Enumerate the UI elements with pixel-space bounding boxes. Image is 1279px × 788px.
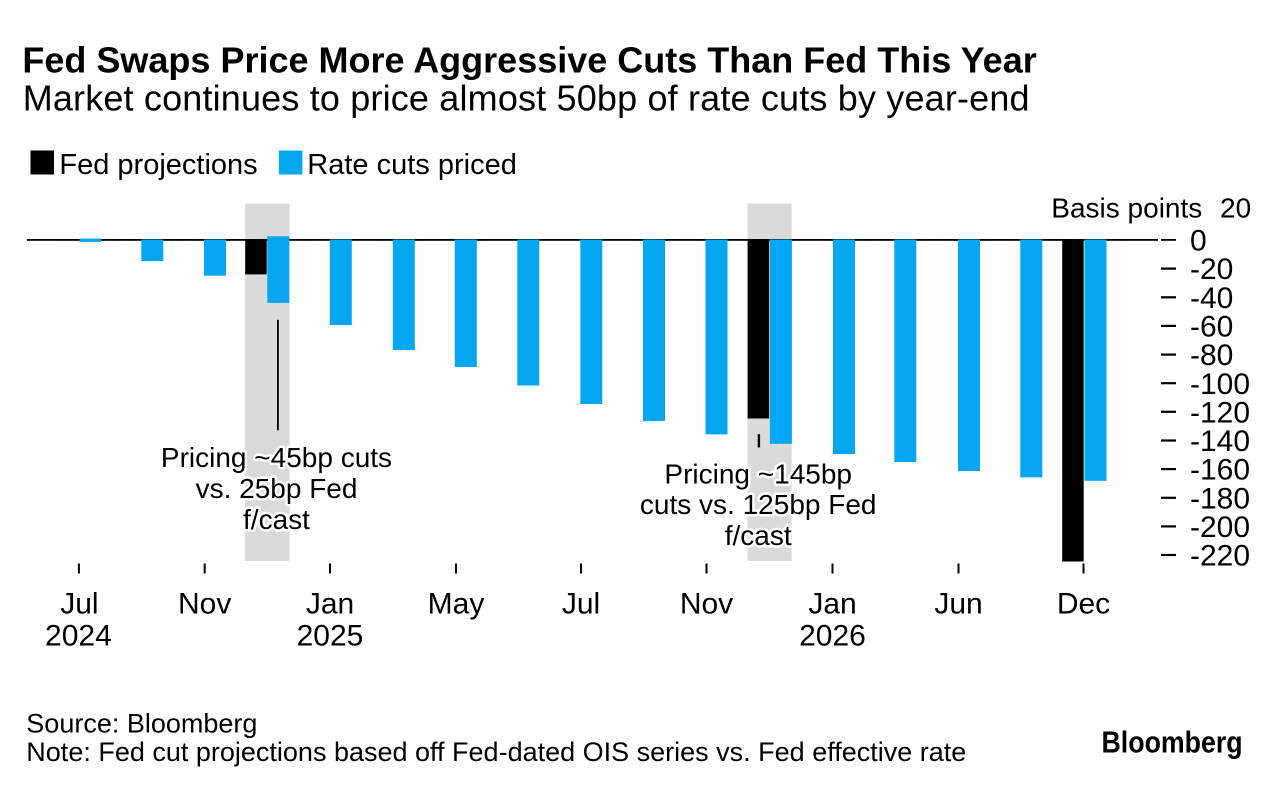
svg-text:f/cast: f/cast — [725, 520, 792, 551]
svg-text:vs. 25bp Fed: vs. 25bp Fed — [196, 473, 358, 504]
svg-text:-40: -40 — [1190, 282, 1233, 315]
svg-text:-140: -140 — [1190, 425, 1250, 458]
svg-text:Rate cuts priced: Rate cuts priced — [307, 149, 517, 181]
svg-text:Source: Bloomberg: Source: Bloomberg — [26, 709, 257, 739]
svg-text:0: 0 — [1190, 225, 1207, 258]
svg-text:f/cast: f/cast — [243, 504, 310, 535]
svg-text:Jul: Jul — [60, 587, 98, 620]
svg-text:2024: 2024 — [45, 619, 112, 652]
svg-text:May: May — [428, 587, 485, 620]
svg-text:Jun: Jun — [934, 587, 982, 620]
svg-text:Nov: Nov — [178, 587, 231, 620]
svg-text:Note: Fed cut projections base: Note: Fed cut projections based off Fed-… — [26, 737, 966, 767]
svg-text:-20: -20 — [1190, 253, 1233, 286]
svg-text:-120: -120 — [1190, 396, 1250, 429]
svg-text:20: 20 — [1220, 193, 1251, 224]
svg-text:-220: -220 — [1190, 540, 1250, 573]
svg-text:2025: 2025 — [297, 619, 364, 652]
svg-text:cuts vs. 125bp Fed: cuts vs. 125bp Fed — [640, 489, 877, 520]
svg-text:-80: -80 — [1190, 339, 1233, 372]
svg-text:Bloomberg: Bloomberg — [1102, 726, 1243, 760]
svg-text:Nov: Nov — [680, 587, 733, 620]
svg-text:Fed projections: Fed projections — [59, 149, 257, 181]
svg-text:Jul: Jul — [562, 587, 600, 620]
svg-text:2026: 2026 — [799, 619, 866, 652]
svg-text:-160: -160 — [1190, 454, 1250, 487]
svg-text:Fed Swaps Price More Aggressiv: Fed Swaps Price More Aggressive Cuts Tha… — [22, 40, 1036, 81]
svg-text:-180: -180 — [1190, 482, 1250, 515]
svg-text:Jan: Jan — [808, 587, 856, 620]
svg-text:-200: -200 — [1190, 511, 1250, 544]
svg-text:Pricing ~45bp cuts: Pricing ~45bp cuts — [161, 442, 392, 473]
svg-text:-100: -100 — [1190, 368, 1250, 401]
svg-text:Basis points: Basis points — [1051, 193, 1202, 224]
svg-text:Dec: Dec — [1057, 587, 1110, 620]
svg-text:Jan: Jan — [306, 587, 354, 620]
svg-text:Pricing ~145bp: Pricing ~145bp — [664, 459, 852, 490]
svg-text:-60: -60 — [1190, 311, 1233, 344]
svg-text:Market continues to price almo: Market continues to price almost 50bp of… — [23, 77, 1030, 118]
